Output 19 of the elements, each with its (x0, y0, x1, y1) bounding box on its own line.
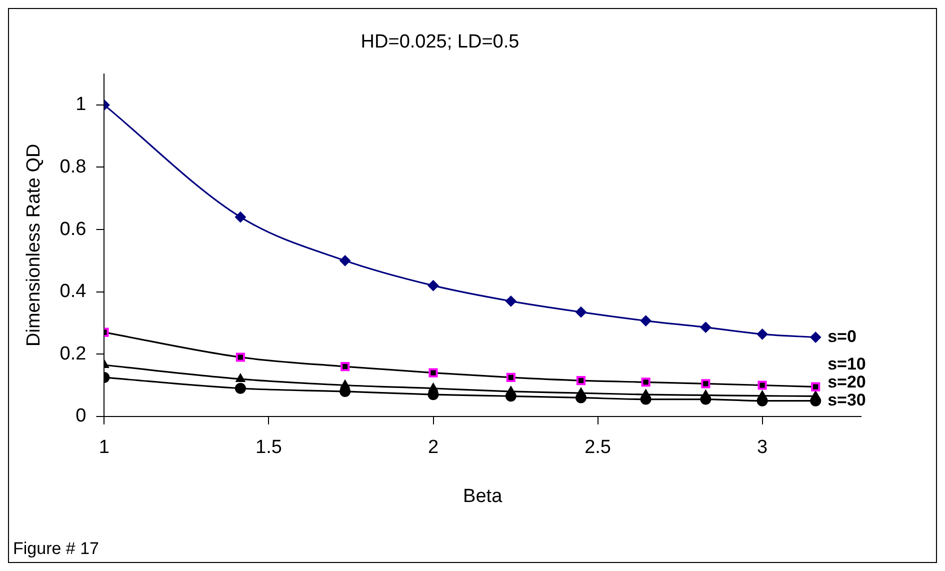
x-tick-label: 3 (757, 437, 768, 458)
y-tick-label: 0.8 (60, 156, 86, 178)
x-axis-title: Beta (463, 486, 503, 507)
chart-title: HD=0.025; LD=0.5 (360, 32, 520, 53)
x-tick-label: 2.5 (584, 437, 611, 458)
series-label: s=20 (828, 372, 866, 392)
y-tick-label: 0.2 (60, 343, 86, 364)
series-label: s=0 (828, 326, 856, 346)
y-tick-label: 0 (76, 406, 86, 427)
series-label: s=30 (828, 390, 866, 410)
y-axis-title: Dimensionless Rate QD (24, 144, 45, 346)
y-tick-label: 1 (76, 94, 86, 116)
y-tick-label: 0.6 (60, 218, 86, 240)
x-tick-label: 1 (98, 437, 110, 458)
text: Figure # 17 (13, 539, 99, 558)
x-tick-label: 1.5 (256, 437, 282, 458)
series-label: s=10 (828, 354, 866, 374)
y-tick-label: 0.4 (60, 281, 87, 302)
x-tick-label: 2 (428, 437, 439, 458)
